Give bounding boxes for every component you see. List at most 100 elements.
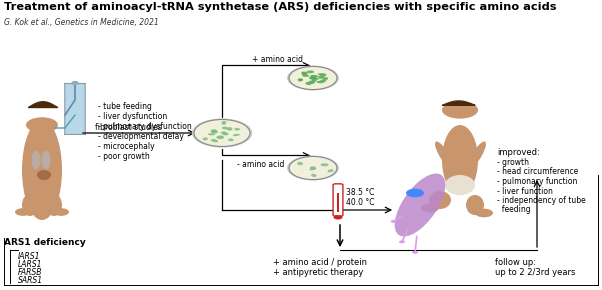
Text: improved:: improved: bbox=[497, 148, 540, 157]
Circle shape bbox=[192, 118, 252, 148]
Ellipse shape bbox=[309, 81, 315, 84]
Text: feeding: feeding bbox=[497, 206, 530, 215]
Ellipse shape bbox=[318, 76, 325, 79]
Ellipse shape bbox=[311, 174, 317, 177]
Ellipse shape bbox=[234, 128, 240, 130]
Text: Treatment of aminoacyl-tRNA synthetase (ARS) deficiencies with specific amino ac: Treatment of aminoacyl-tRNA synthetase (… bbox=[4, 2, 556, 12]
Text: - developmental delay: - developmental delay bbox=[98, 132, 184, 141]
Ellipse shape bbox=[306, 70, 314, 73]
Circle shape bbox=[412, 251, 418, 254]
Ellipse shape bbox=[22, 120, 62, 220]
Ellipse shape bbox=[442, 125, 478, 195]
FancyBboxPatch shape bbox=[65, 83, 85, 135]
Ellipse shape bbox=[211, 130, 218, 133]
Ellipse shape bbox=[208, 133, 215, 135]
Ellipse shape bbox=[22, 194, 38, 216]
FancyBboxPatch shape bbox=[333, 184, 343, 216]
Ellipse shape bbox=[302, 72, 308, 75]
Ellipse shape bbox=[46, 194, 62, 216]
Text: 38.5 °C: 38.5 °C bbox=[346, 188, 374, 197]
Ellipse shape bbox=[297, 162, 303, 165]
Circle shape bbox=[334, 215, 343, 220]
Ellipse shape bbox=[305, 82, 312, 85]
Circle shape bbox=[399, 240, 405, 243]
Circle shape bbox=[391, 220, 397, 223]
Text: + amino acid: + amino acid bbox=[252, 55, 303, 64]
Ellipse shape bbox=[317, 81, 324, 83]
Text: + antipyretic therapy: + antipyretic therapy bbox=[273, 268, 364, 277]
Text: - growth: - growth bbox=[497, 158, 529, 167]
Ellipse shape bbox=[323, 77, 328, 81]
Text: IARS1: IARS1 bbox=[18, 252, 40, 261]
Text: - independency of tube: - independency of tube bbox=[497, 196, 586, 205]
Text: - amino acid: - amino acid bbox=[237, 160, 284, 169]
Ellipse shape bbox=[429, 191, 451, 209]
Ellipse shape bbox=[327, 169, 334, 173]
Circle shape bbox=[194, 119, 250, 146]
Ellipse shape bbox=[309, 168, 316, 170]
Text: SARS1: SARS1 bbox=[18, 276, 43, 285]
Text: - pulmonary dysfunction: - pulmonary dysfunction bbox=[98, 122, 192, 131]
Text: - poor growth: - poor growth bbox=[98, 152, 150, 161]
Ellipse shape bbox=[311, 77, 319, 80]
Ellipse shape bbox=[466, 195, 484, 215]
Circle shape bbox=[15, 208, 31, 216]
Ellipse shape bbox=[211, 129, 217, 133]
Circle shape bbox=[406, 189, 424, 197]
FancyBboxPatch shape bbox=[337, 193, 339, 212]
Circle shape bbox=[289, 66, 337, 90]
Ellipse shape bbox=[320, 73, 326, 76]
Ellipse shape bbox=[435, 142, 453, 168]
Ellipse shape bbox=[468, 142, 486, 168]
Text: LARS1: LARS1 bbox=[18, 260, 43, 269]
Ellipse shape bbox=[302, 75, 309, 77]
Ellipse shape bbox=[228, 139, 234, 141]
Ellipse shape bbox=[223, 133, 229, 135]
Circle shape bbox=[475, 209, 493, 217]
Ellipse shape bbox=[320, 79, 326, 82]
Ellipse shape bbox=[217, 135, 224, 139]
Ellipse shape bbox=[309, 77, 314, 79]
Text: + amino acid / protein: + amino acid / protein bbox=[273, 258, 367, 267]
Text: - tube feeding: - tube feeding bbox=[98, 102, 152, 111]
Ellipse shape bbox=[312, 79, 317, 82]
Ellipse shape bbox=[302, 72, 307, 75]
Ellipse shape bbox=[222, 127, 228, 129]
Ellipse shape bbox=[203, 137, 208, 140]
Ellipse shape bbox=[221, 131, 227, 135]
Ellipse shape bbox=[31, 151, 40, 169]
Circle shape bbox=[442, 101, 478, 119]
Ellipse shape bbox=[311, 166, 316, 169]
Text: G. Kok et al., Genetics in Medicine, 2021: G. Kok et al., Genetics in Medicine, 202… bbox=[4, 18, 159, 27]
Ellipse shape bbox=[37, 170, 51, 180]
Text: ARS1 deficiency: ARS1 deficiency bbox=[4, 238, 85, 247]
Circle shape bbox=[26, 117, 58, 133]
Ellipse shape bbox=[211, 139, 218, 142]
Ellipse shape bbox=[320, 163, 329, 166]
Ellipse shape bbox=[227, 127, 232, 130]
Ellipse shape bbox=[312, 76, 317, 79]
Ellipse shape bbox=[42, 151, 51, 169]
Text: - liver dysfunction: - liver dysfunction bbox=[98, 112, 167, 121]
Text: - liver function: - liver function bbox=[497, 186, 553, 195]
Text: follow up:: follow up: bbox=[495, 258, 536, 267]
Ellipse shape bbox=[395, 173, 445, 236]
Ellipse shape bbox=[309, 77, 316, 80]
Circle shape bbox=[287, 66, 339, 90]
Ellipse shape bbox=[310, 166, 315, 170]
Ellipse shape bbox=[310, 167, 315, 169]
Circle shape bbox=[72, 81, 78, 84]
Text: - head circumference: - head circumference bbox=[497, 168, 579, 177]
Ellipse shape bbox=[318, 73, 322, 75]
Ellipse shape bbox=[233, 134, 240, 136]
Ellipse shape bbox=[222, 121, 226, 125]
Ellipse shape bbox=[445, 175, 475, 195]
Circle shape bbox=[289, 156, 337, 180]
Circle shape bbox=[53, 208, 69, 216]
Ellipse shape bbox=[310, 75, 318, 78]
Circle shape bbox=[287, 155, 339, 180]
Circle shape bbox=[421, 204, 439, 212]
Text: - pulmonary function: - pulmonary function bbox=[497, 177, 577, 186]
Ellipse shape bbox=[298, 79, 303, 81]
Text: up to 2 2/3rd years: up to 2 2/3rd years bbox=[495, 268, 576, 277]
